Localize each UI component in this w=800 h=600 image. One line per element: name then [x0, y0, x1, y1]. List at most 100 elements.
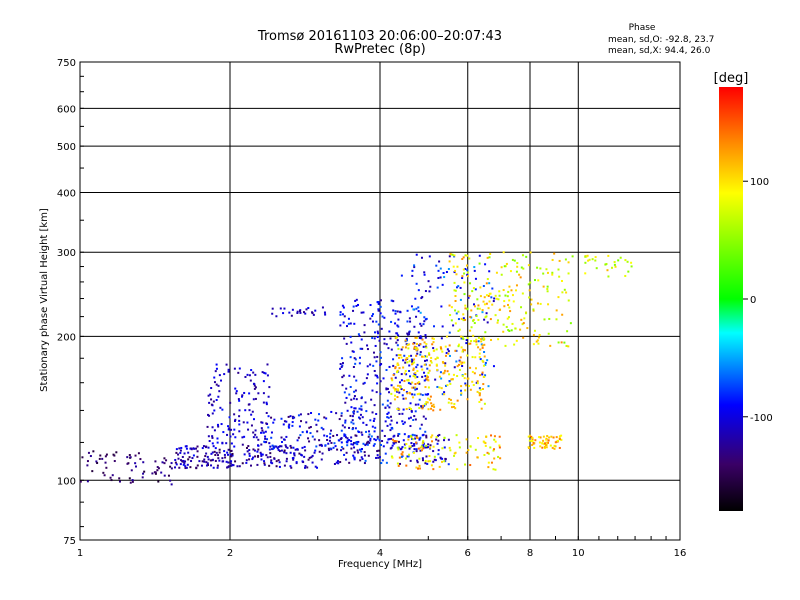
o-mode-point	[400, 455, 403, 458]
x-mode-point	[443, 436, 446, 439]
x-mode-point	[424, 460, 427, 463]
o-mode-point	[291, 308, 294, 311]
o-mode-point	[386, 404, 389, 407]
o-mode-point	[401, 412, 404, 415]
o-mode-point	[351, 350, 354, 353]
o-mode-point	[352, 305, 355, 308]
o-mode-point	[371, 320, 374, 323]
o-mode-point	[110, 479, 113, 482]
o-mode-point	[223, 373, 226, 376]
o-mode-point	[397, 318, 400, 321]
o-mode-point	[211, 426, 214, 429]
o-mode-point	[213, 450, 216, 453]
x-mode-point	[464, 307, 467, 310]
o-mode-point	[141, 476, 144, 479]
o-mode-point	[374, 439, 377, 442]
x-mode-point	[423, 341, 426, 344]
x-mode-point	[489, 318, 492, 321]
o-mode-point	[372, 419, 375, 422]
x-mode-point	[473, 322, 476, 325]
x-mode-point	[483, 296, 486, 299]
x-mode-point	[484, 444, 487, 447]
o-mode-point	[397, 434, 400, 437]
x-mode-point	[404, 457, 407, 460]
o-mode-point	[403, 421, 406, 424]
o-mode-point	[299, 311, 302, 314]
o-mode-point	[169, 479, 172, 482]
x-mode-point	[458, 446, 461, 449]
o-mode-point	[403, 433, 406, 436]
x-mode-point	[396, 407, 399, 410]
o-mode-point	[400, 447, 403, 450]
o-mode-point	[283, 420, 286, 423]
x-mode-point	[451, 253, 454, 256]
o-mode-point	[443, 391, 446, 394]
o-mode-point	[425, 455, 428, 458]
o-mode-point	[409, 459, 412, 462]
o-mode-point	[313, 451, 316, 454]
x-mode-point	[413, 358, 416, 361]
x-mode-point	[485, 302, 488, 305]
o-mode-point	[248, 409, 251, 412]
o-mode-point	[355, 298, 358, 301]
o-mode-point	[105, 466, 108, 469]
o-mode-point	[341, 304, 344, 307]
x-mode-point	[475, 315, 478, 318]
o-mode-point	[372, 444, 375, 447]
x-mode-point	[508, 299, 511, 302]
x-mode-point	[505, 325, 508, 328]
o-mode-point	[230, 442, 233, 445]
o-mode-point	[248, 454, 251, 457]
o-mode-point	[213, 409, 216, 412]
x-mode-point	[413, 347, 416, 350]
o-mode-point	[177, 453, 180, 456]
o-mode-point	[440, 457, 443, 460]
o-mode-point	[283, 449, 286, 452]
o-mode-point	[346, 325, 349, 328]
x-mode-point	[457, 345, 460, 348]
x-mode-point	[507, 329, 510, 332]
o-mode-point	[291, 421, 294, 424]
o-mode-point	[423, 320, 426, 323]
x-mode-point	[563, 341, 566, 344]
o-mode-point	[411, 360, 414, 363]
x-mode-point	[428, 353, 431, 356]
o-mode-point	[129, 456, 132, 459]
o-mode-point	[369, 439, 372, 442]
x-mode-point	[412, 438, 415, 441]
o-mode-point	[455, 360, 458, 363]
o-mode-point	[248, 449, 251, 452]
x-mode-point	[421, 442, 424, 445]
o-mode-point	[249, 379, 252, 382]
o-mode-point	[277, 448, 280, 451]
o-mode-point	[413, 415, 416, 418]
o-mode-point	[473, 266, 476, 269]
x-mode-point	[553, 447, 556, 450]
o-mode-point	[346, 441, 349, 444]
o-mode-point	[314, 418, 317, 421]
x-mode-point	[560, 279, 563, 282]
o-mode-point	[206, 425, 209, 428]
o-mode-point	[254, 433, 257, 436]
o-mode-point	[217, 384, 220, 387]
x-mode-point	[455, 434, 458, 437]
o-mode-point	[356, 443, 359, 446]
x-mode-point	[398, 356, 401, 359]
o-mode-point	[392, 358, 395, 361]
o-mode-point	[280, 436, 283, 439]
o-mode-point	[411, 359, 414, 362]
o-mode-point	[424, 417, 427, 420]
x-mode-point	[428, 369, 431, 372]
x-mode-point	[411, 386, 414, 389]
o-mode-point	[344, 401, 347, 404]
o-mode-point	[254, 429, 257, 432]
o-mode-point	[221, 441, 224, 444]
o-mode-point	[214, 447, 217, 450]
o-mode-point	[337, 462, 340, 465]
x-mode-point	[430, 356, 433, 359]
o-mode-point	[156, 469, 159, 472]
o-mode-point	[304, 312, 307, 315]
o-mode-point	[400, 348, 403, 351]
x-mode-point	[483, 375, 486, 378]
o-mode-point	[345, 396, 348, 399]
